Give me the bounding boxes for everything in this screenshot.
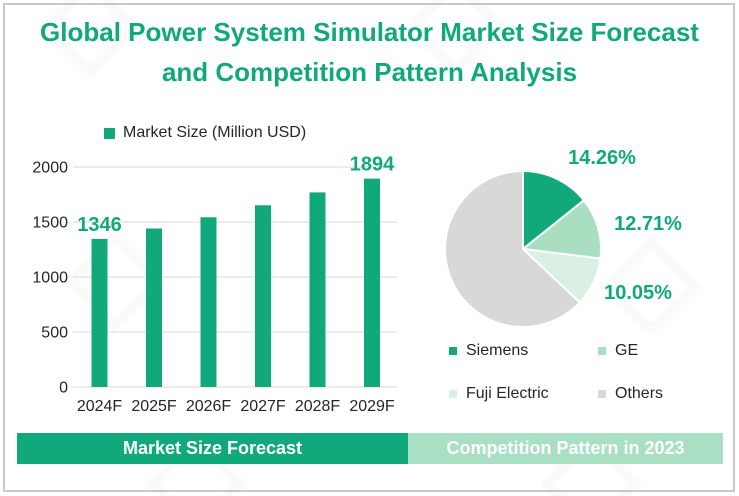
page-title: Global Power System Simulator Market Siz… — [20, 12, 719, 92]
pie-slice-siemens — [522, 170, 585, 250]
pie-legend-item-others: Others — [598, 385, 730, 402]
x-axis-category-label: 2025F — [131, 398, 177, 415]
pie-legend-label: GE — [615, 342, 639, 359]
pie-chart-legend: Siemens GE Fuji Electric Others — [430, 342, 730, 402]
legend-swatch-icon — [449, 390, 457, 398]
page-title-line-2: and Competition Pattern Analysis — [161, 57, 578, 87]
x-axis-category-label: 2027F — [240, 398, 286, 415]
pie-legend-label: Others — [615, 385, 664, 402]
x-axis-category-label: 2028F — [295, 398, 341, 415]
pie-legend-label: Siemens — [466, 342, 529, 359]
pie-slice-percentage-label: 14.26% — [568, 147, 636, 169]
x-axis-category-label: 2024F — [77, 398, 123, 415]
y-axis-tick-label: 2000 — [32, 160, 68, 177]
bar-2027F — [255, 205, 271, 387]
y-axis-tick-label: 0 — [59, 380, 68, 397]
legend-swatch-icon — [104, 127, 115, 139]
bar-2025F — [146, 228, 162, 387]
pie-chart: 14.26% 12.71% 10.05% — [444, 147, 682, 328]
bar-chart-legend: Market Size (Million USD) — [104, 124, 306, 142]
pie-slice-percentage-label: 12.71% — [614, 213, 682, 235]
x-axis-category-label: 2029F — [349, 398, 395, 415]
x-axis-category-label: 2026F — [186, 398, 232, 415]
pie-legend-label: Fuji Electric — [466, 385, 549, 402]
bar-chart-legend-label: Market Size (Million USD) — [123, 124, 307, 141]
caption-market-size-forecast: Market Size Forecast — [17, 433, 408, 464]
legend-swatch-icon — [598, 347, 606, 355]
legend-swatch-icon — [598, 390, 606, 398]
bar-2026F — [200, 217, 217, 387]
bar-value-label: 1346 — [77, 214, 122, 236]
pie-legend-item-fuji-electric: Fuji Electric — [449, 385, 598, 402]
pie-legend-item-siemens: Siemens — [449, 342, 598, 359]
pie-slice-percentage-label: 10.05% — [604, 282, 672, 304]
bar-chart: 0 500 1000 1500 2000 1346 2024F 2025F 2026F 2027F… — [32, 154, 397, 415]
pie-slice-ge — [522, 199, 602, 260]
y-axis-tick-label: 500 — [41, 325, 68, 342]
bar-2028F — [309, 192, 326, 387]
legend-swatch-icon — [449, 347, 457, 355]
bar-value-label: 1894 — [350, 154, 395, 176]
pie-legend-item-ge: GE — [598, 342, 730, 359]
bar-2029F — [364, 178, 380, 387]
y-axis-tick-label: 1500 — [32, 215, 68, 232]
page-title-line-1: Global Power System Simulator Market Siz… — [40, 17, 699, 47]
bar-2024F — [91, 238, 108, 387]
y-axis-tick-label: 1000 — [32, 270, 68, 287]
caption-competition-pattern: Competition Pattern in 2023 — [408, 433, 723, 464]
pie-slice-others — [444, 170, 581, 328]
